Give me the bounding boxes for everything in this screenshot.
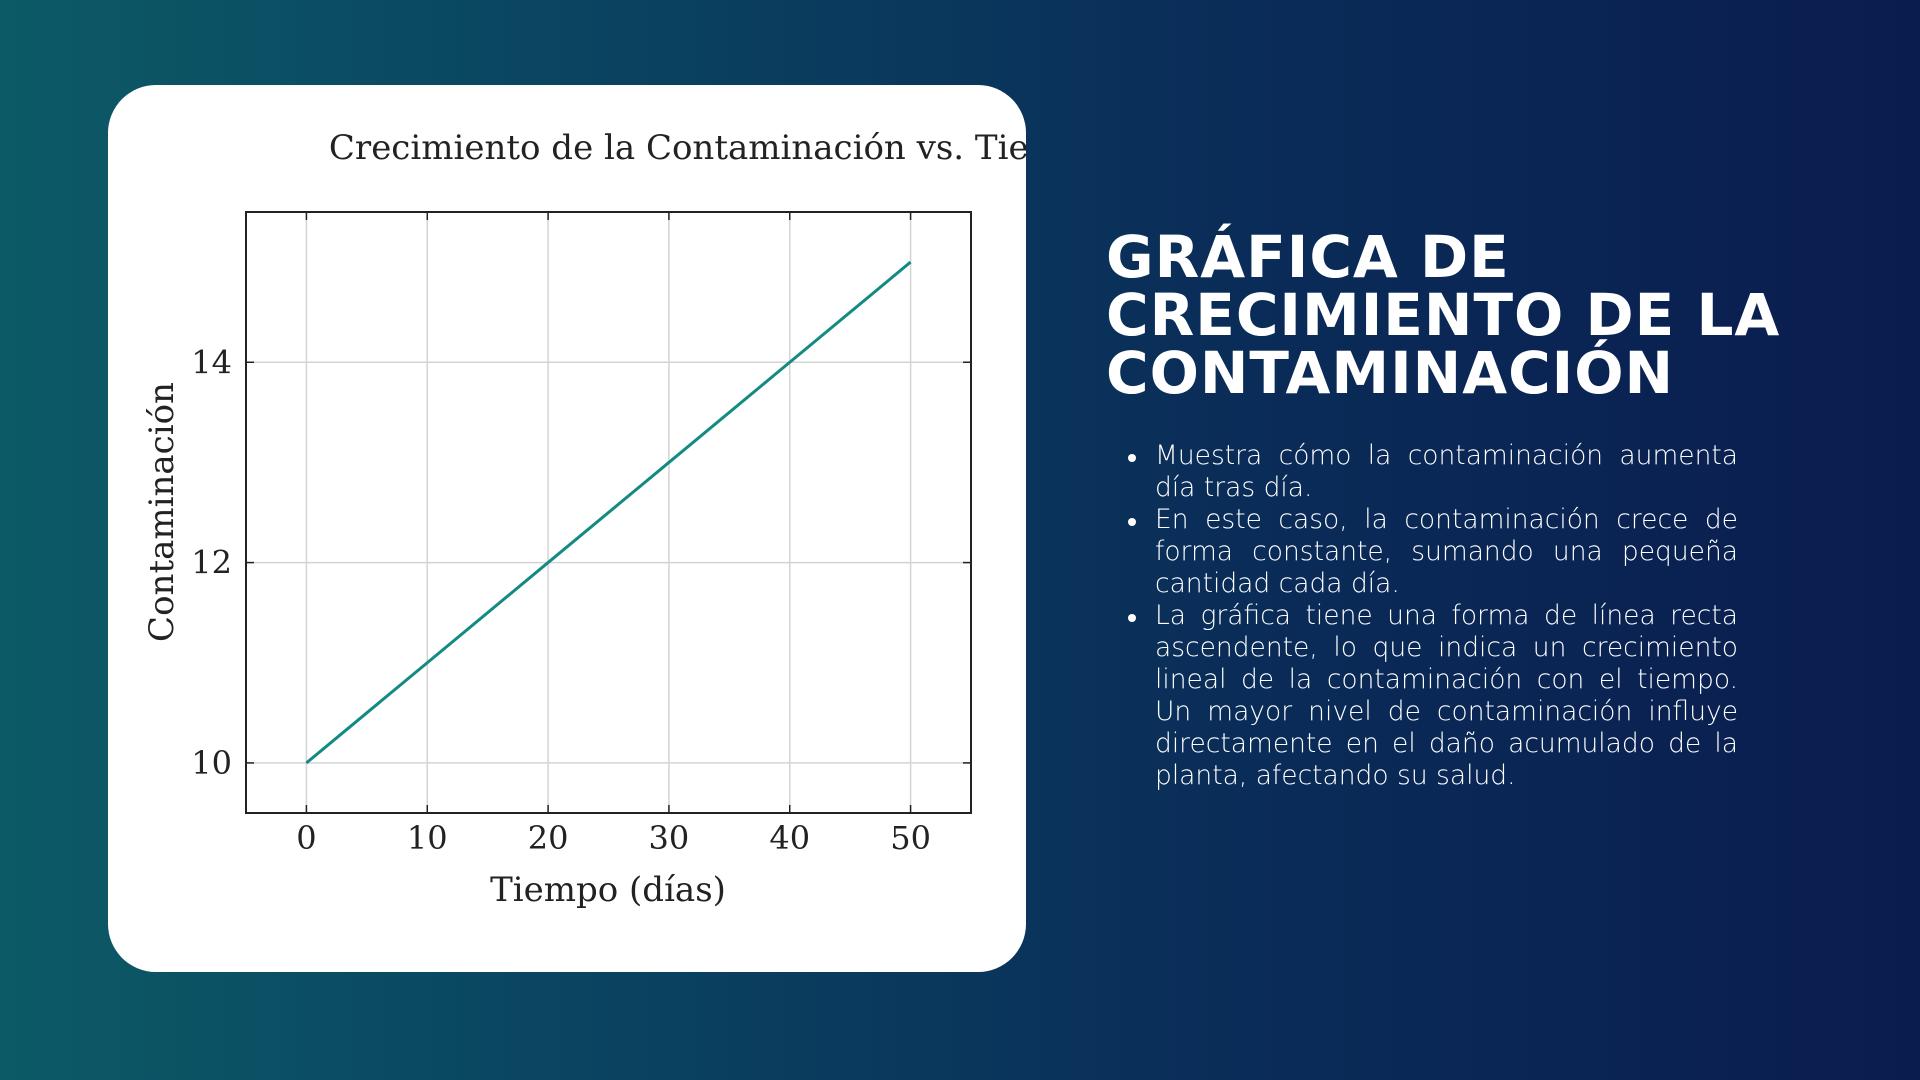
plot-frame [245, 211, 972, 814]
line-chart: Crecimiento de la Contaminación vs. Tiem… [142, 128, 1026, 910]
bullet-item: En este caso, la contaminación crece de … [1106, 504, 1738, 600]
x-tick-label: 10 [407, 819, 448, 857]
y-tick-label: 14 [191, 343, 232, 381]
x-tick-label: 0 [296, 819, 316, 857]
series-layer [305, 260, 912, 765]
x-tick-label: 40 [769, 819, 810, 857]
axis-ticks: 0 10 20 30 40 50 10 12 14 [191, 212, 971, 857]
grid-lines [246, 212, 971, 813]
heading-line: CONTAMINACIÓN [1106, 339, 1675, 407]
bullet-text: La gráfica tiene una forma de línea rect… [1155, 600, 1738, 791]
chart-card: Crecimiento de la Contaminación vs. Tiem… [108, 85, 1026, 972]
side-panel: GRÁFICA DE CRECIMIENTO DE LA CONTAMINACI… [1106, 228, 1806, 792]
bullet-list: Muestra cómo la contaminación aumenta dí… [1106, 440, 1738, 792]
bullet-icon [1128, 518, 1136, 526]
heading-line: GRÁFICA DE [1106, 223, 1510, 291]
x-axis-label: Tiempo (días) [490, 870, 726, 910]
y-tick-label: 12 [191, 544, 232, 582]
bullet-text: Muestra cómo la contaminación aumenta dí… [1155, 440, 1738, 503]
bullet-item: La gráfica tiene una forma de línea rect… [1106, 600, 1738, 792]
x-tick-label: 20 [528, 819, 569, 857]
bullet-icon [1128, 454, 1136, 462]
series-line [305, 260, 912, 765]
bullet-icon [1128, 614, 1136, 622]
chart-title: Crecimiento de la Contaminación vs. Tiem… [329, 128, 1026, 168]
x-tick-label: 30 [649, 819, 690, 857]
bullet-item: Muestra cómo la contaminación aumenta dí… [1106, 440, 1738, 504]
heading-line: CRECIMIENTO DE LA [1106, 281, 1781, 349]
bullet-text: En este caso, la contaminación crece de … [1155, 504, 1738, 599]
x-tick-label: 50 [890, 819, 931, 857]
y-tick-label: 10 [191, 744, 232, 782]
slide-heading: GRÁFICA DE CRECIMIENTO DE LA CONTAMINACI… [1106, 228, 1806, 402]
y-axis-label: Contaminación [142, 382, 182, 642]
